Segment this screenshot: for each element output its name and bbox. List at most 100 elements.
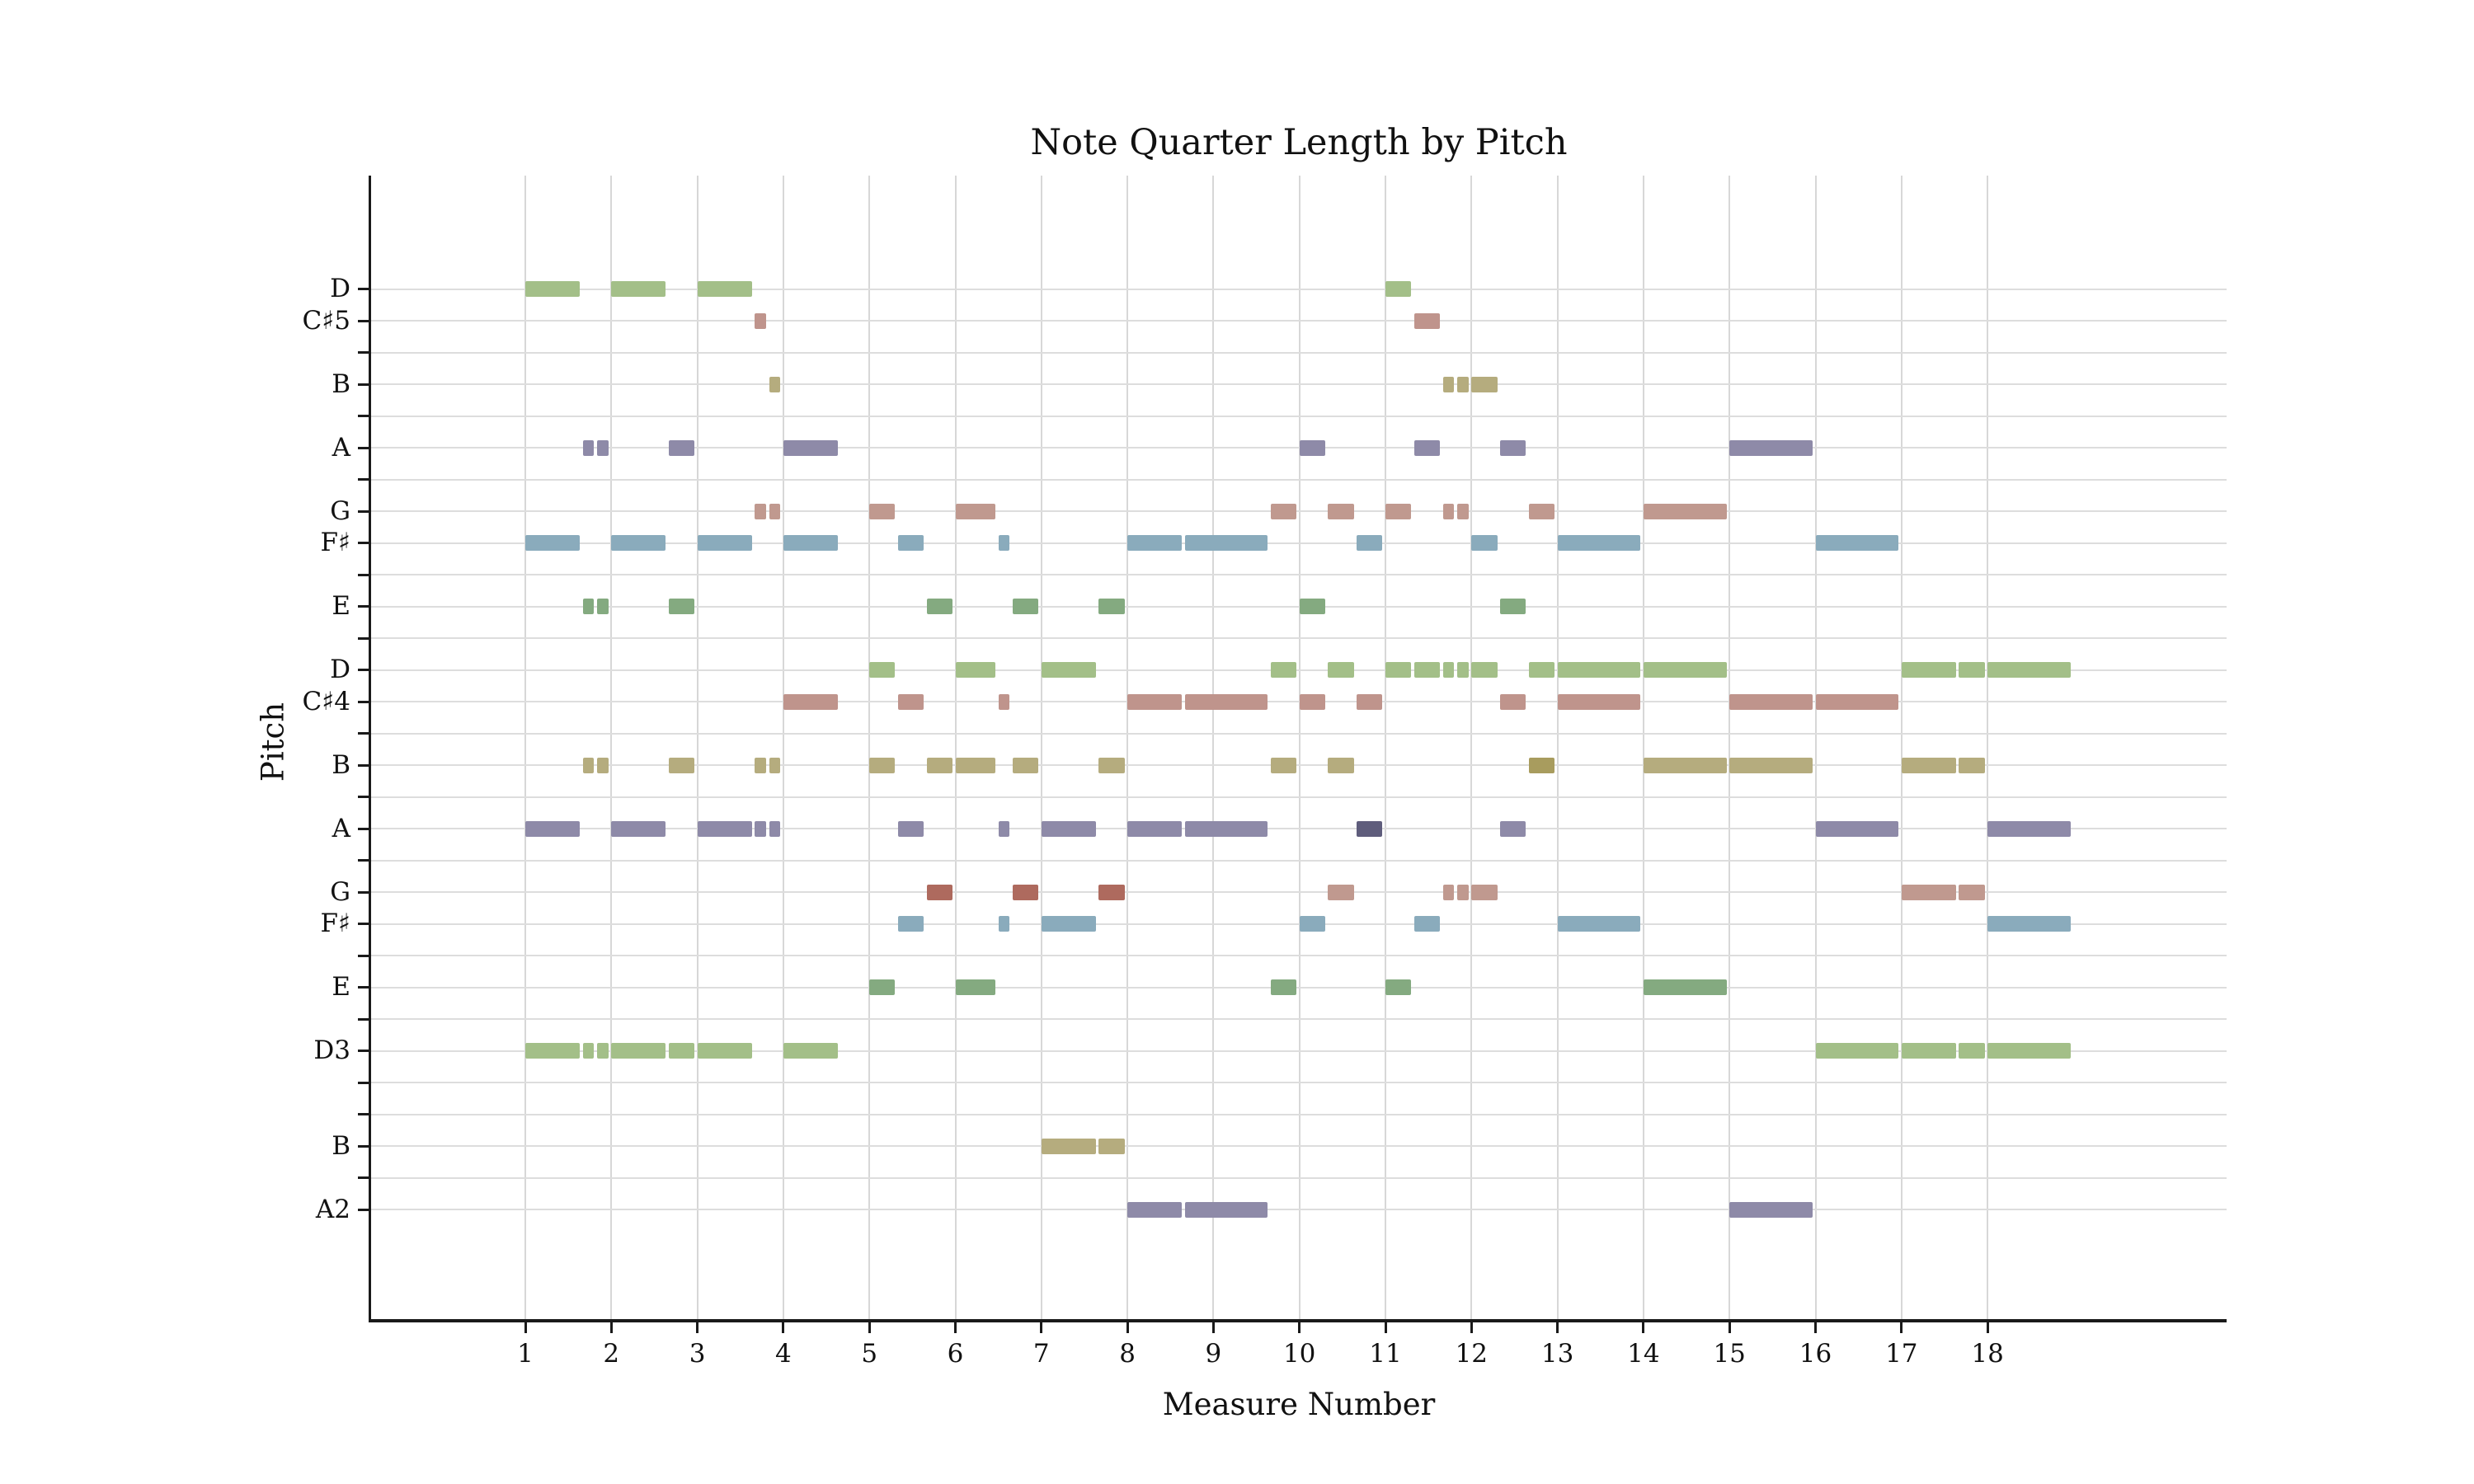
y-gridline-midi-53 (371, 955, 2227, 957)
y-gridline-midi-67 (371, 510, 2227, 513)
x-tick-2 (609, 1322, 613, 1333)
note-bar-G3-115 (1959, 884, 1985, 900)
note-bar-B3-87 (1328, 757, 1354, 773)
x-gridline-measure-6 (954, 176, 957, 1319)
note-bar-F#4-31 (697, 535, 752, 552)
note-bar-B3-83 (955, 757, 996, 773)
note-bar-C#4-66 (898, 693, 924, 710)
x-tick-16 (1814, 1322, 1817, 1333)
note-bar-B3-79 (755, 757, 766, 773)
y-gridline-midi-51 (371, 1018, 2227, 1021)
note-bar-A3-93 (525, 820, 580, 837)
note-bar-A2-142 (1184, 1201, 1268, 1218)
note-bar-G4-18 (755, 503, 766, 519)
x-gridline-measure-11 (1385, 176, 1386, 1319)
chart-title: Note Quarter Length by Pitch (1030, 122, 1568, 163)
note-bar-D3-129 (582, 1043, 595, 1059)
x-tick-5 (868, 1322, 871, 1333)
x-gridline-measure-13 (1556, 176, 1559, 1319)
note-bar-D3-134 (783, 1043, 838, 1059)
note-bar-A3-100 (1041, 820, 1096, 837)
note-bar-D4-55 (1413, 662, 1440, 679)
x-tick-14 (1642, 1322, 1645, 1333)
note-bar-F#4-34 (998, 535, 1010, 552)
note-bar-A2-143 (1729, 1201, 1813, 1218)
x-tick-label-2: 2 (603, 1339, 620, 1369)
y-gridline-midi-58 (371, 796, 2227, 798)
x-gridline-measure-5 (868, 176, 871, 1319)
x-tick-label-14: 14 (1627, 1339, 1660, 1369)
x-gridline-measure-18 (1987, 176, 1989, 1319)
note-bar-E3-125 (1270, 979, 1297, 996)
y-gridline-midi-71 (371, 383, 2227, 386)
x-tick-label-5: 5 (861, 1339, 878, 1369)
note-bar-A3-101 (1127, 820, 1183, 837)
x-gridline-measure-9 (1212, 176, 1215, 1319)
x-tick-label-6: 6 (947, 1339, 964, 1369)
note-bar-F#3-118 (1041, 916, 1096, 932)
y-tick-midi-65 (358, 573, 369, 576)
note-bar-G3-110 (1328, 884, 1354, 900)
y-tick-midi-57 (358, 827, 369, 830)
note-bar-A3-96 (755, 820, 766, 837)
x-gridline-measure-7 (1040, 176, 1042, 1319)
y-gridline-midi-47 (371, 1145, 2227, 1148)
note-bar-D3-131 (611, 1043, 666, 1059)
note-bar-A3-102 (1184, 820, 1268, 837)
x-tick-18 (1986, 1322, 1989, 1333)
x-gridline-measure-8 (1126, 176, 1129, 1319)
note-bar-D4-57 (1456, 662, 1469, 679)
note-bar-G3-113 (1471, 884, 1498, 900)
note-bar-E3-123 (869, 979, 896, 996)
x-gridline-measure-3 (696, 176, 698, 1319)
note-bar-D4-64 (1987, 662, 2071, 679)
note-bar-A4-12 (668, 439, 695, 456)
note-bar-D4-52 (1270, 662, 1297, 679)
note-bar-G3-112 (1456, 884, 1469, 900)
y-gridline-midi-49 (371, 1082, 2227, 1084)
note-bar-B2-139 (1041, 1138, 1096, 1154)
note-bar-F#4-29 (525, 535, 580, 552)
note-bar-E4-41 (582, 599, 595, 615)
x-tick-11 (1384, 1322, 1387, 1333)
y-tick-midi-68 (358, 478, 369, 481)
x-gridline-measure-16 (1814, 176, 1817, 1319)
note-bar-F#4-32 (783, 535, 838, 552)
note-bar-B3-92 (1959, 757, 1985, 773)
y-tick-midi-60 (358, 732, 369, 735)
note-bar-F#3-122 (1987, 916, 2071, 932)
y-tick-label-E-64: E (332, 591, 350, 622)
note-bar-D3-128 (525, 1043, 580, 1059)
note-bar-B3-84 (1013, 757, 1039, 773)
note-bar-A3-106 (1987, 820, 2071, 837)
y-tick-midi-62 (358, 669, 369, 672)
y-gridline-midi-46 (371, 1176, 2227, 1179)
y-tick-midi-63 (358, 636, 369, 640)
note-bar-A3-95 (697, 820, 752, 837)
note-bar-D4-56 (1442, 662, 1455, 679)
y-tick-label-B-47: B (332, 1130, 350, 1161)
note-bar-G3-114 (1901, 884, 1956, 900)
x-tick-label-17: 17 (1885, 1339, 1918, 1369)
note-bar-E4-47 (1299, 599, 1325, 615)
note-bar-E4-42 (596, 599, 609, 615)
y-tick-midi-48 (358, 1113, 369, 1116)
note-bar-C#4-74 (1729, 693, 1813, 710)
note-bar-B3-81 (869, 757, 896, 773)
note-bar-B2-140 (1098, 1138, 1125, 1154)
note-bar-C#4-72 (1500, 693, 1526, 710)
x-axis-label: Measure Number (1162, 1387, 1436, 1422)
x-tick-label-1: 1 (517, 1339, 534, 1369)
x-gridline-measure-14 (1642, 176, 1644, 1319)
note-bar-D3-135 (1815, 1043, 1899, 1059)
note-bar-C#4-75 (1815, 693, 1899, 710)
note-bar-A4-13 (783, 439, 838, 456)
note-bar-D4-50 (955, 662, 996, 679)
y-gridline-midi-66 (371, 542, 2227, 544)
y-tick-midi-67 (358, 510, 369, 513)
y-tick-midi-66 (358, 542, 369, 545)
note-bar-F#4-33 (898, 535, 924, 552)
note-bar-E3-126 (1385, 979, 1412, 996)
y-tick-midi-45 (358, 1208, 369, 1211)
y-tick-label-A2-45: A2 (315, 1194, 350, 1224)
